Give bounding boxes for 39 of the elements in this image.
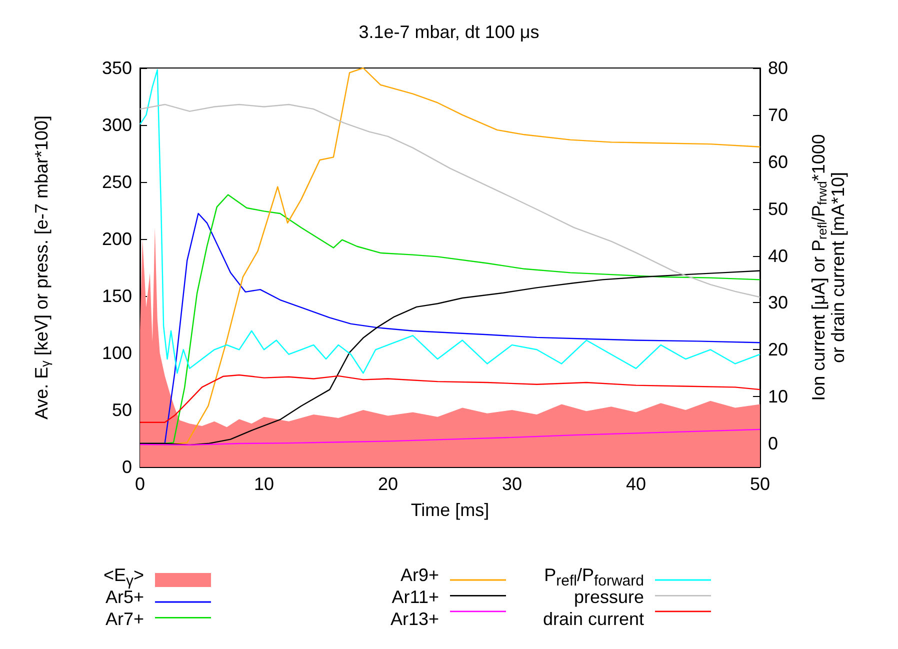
y2-tick-label: 80 — [768, 58, 788, 78]
y2-tick-label: 30 — [768, 292, 788, 313]
y-tick-label: 150 — [102, 286, 132, 306]
legend-label: Ar11+ — [392, 587, 439, 607]
y-tick-label: 50 — [112, 400, 132, 420]
legend-label: P$_{refl}$/P$_{forward}$ — [544, 565, 644, 590]
chart-title: 3.1e-7 mbar, dt 100 μs — [358, 22, 540, 42]
legend-label: <E$_{γ}$> — [103, 565, 144, 590]
y2-tick-label: 50 — [768, 198, 788, 219]
y-tick-label: 200 — [102, 229, 132, 249]
x-tick-label: 20 — [378, 474, 398, 494]
y-tick-label: 100 — [102, 343, 132, 363]
legend-label: pressure — [574, 587, 644, 607]
y2-tick-label: 70 — [768, 104, 788, 125]
y2-tick-label: 40 — [768, 246, 788, 266]
legend-label: Ar5+ — [105, 587, 144, 607]
line-series — [139, 374, 761, 424]
y2-tick-label: 20 — [768, 340, 788, 360]
line-series — [139, 69, 761, 374]
x-tick-label: 50 — [750, 474, 770, 494]
y2-tick-label: 10 — [768, 386, 788, 407]
x-axis-title: Time [ms] — [410, 500, 490, 520]
line-series — [139, 428, 761, 446]
y-tick-label: 350 — [102, 58, 132, 78]
y-tick-label: 0 — [122, 457, 132, 477]
legend-label: Ar7+ — [105, 609, 144, 629]
x-tick-label: 0 — [134, 474, 146, 494]
y-tick-label: 250 — [102, 172, 132, 192]
y-axis-title: Ave. Eγ [keV] or press. [e-7 mbar*100] — [31, 115, 52, 420]
y2-tick-label: 60 — [768, 152, 788, 172]
y-tick-label: 300 — [102, 115, 132, 135]
line-series — [139, 104, 761, 298]
x-tick-label: 40 — [626, 474, 646, 494]
x-tick-label: 10 — [254, 474, 274, 494]
legend-label: Ar9+ — [400, 565, 439, 585]
x-tick-label: 30 — [502, 474, 522, 494]
y2-tick-label: 0 — [768, 434, 778, 454]
legend-label: Ar13+ — [390, 609, 439, 629]
legend-label: drain current — [542, 609, 644, 629]
